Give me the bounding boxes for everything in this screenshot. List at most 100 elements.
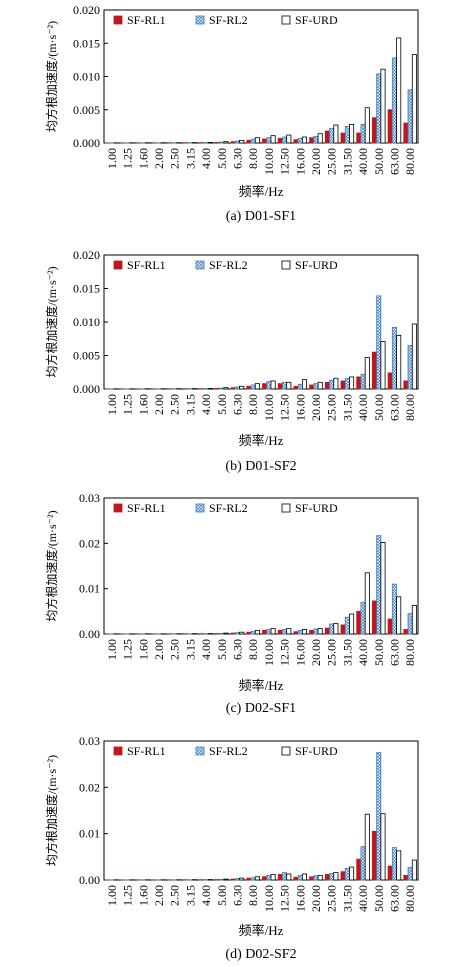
- bar-sf-rl1: [309, 384, 315, 390]
- x-tick-label: 50.00: [372, 885, 386, 912]
- bar-sf-rl2: [376, 752, 382, 881]
- x-tick-label: 50.00: [372, 639, 386, 666]
- bar-sf-rl2: [360, 123, 366, 144]
- x-tick-label: 5.00: [215, 639, 229, 660]
- plot-frame: [103, 9, 419, 144]
- x-axis-label: 频率/Hz: [239, 923, 284, 938]
- x-tick-label: 16.00: [293, 394, 307, 421]
- bar-sf-rl1: [230, 141, 236, 144]
- x-tick-label: 5.00: [215, 148, 229, 169]
- x-tick-label: 50.00: [372, 148, 386, 175]
- bar-sf-rl1: [262, 876, 268, 881]
- x-tick-label: 40.00: [356, 885, 370, 912]
- bar-sf-rl2: [266, 874, 272, 881]
- bar-sf-rl2: [266, 137, 272, 144]
- bar-sf-urd: [270, 628, 276, 635]
- x-tick-label: 1.60: [136, 885, 150, 906]
- bar-sf-rl2: [376, 73, 382, 144]
- bar-sf-rl1: [293, 876, 299, 881]
- bar-sf-rl2: [219, 141, 225, 144]
- x-tick-label: 16.00: [293, 639, 307, 666]
- x-tick-label: 3.15: [183, 639, 197, 660]
- bar-sf-rl1: [246, 139, 252, 144]
- bar-sf-rl1: [309, 876, 315, 881]
- bar-sf-urd: [333, 872, 339, 881]
- bar-sf-urd: [380, 68, 386, 144]
- bar-sf-urd: [349, 376, 355, 390]
- bar-sf-rl1: [403, 122, 409, 144]
- x-tick-label: 80.00: [403, 148, 417, 175]
- bar-sf-rl2: [360, 601, 366, 635]
- x-tick-label: 20.00: [309, 885, 323, 912]
- bar-sf-urd: [396, 37, 402, 144]
- legend-label: SF-RL1: [127, 13, 166, 27]
- bar-sf-rl2: [313, 628, 319, 635]
- x-tick-label: 25.00: [325, 148, 339, 175]
- y-tick-label: 0.005: [73, 103, 100, 117]
- bar-sf-rl2: [282, 381, 288, 390]
- bar-sf-rl2: [344, 616, 350, 635]
- x-tick-label: 1.00: [105, 639, 119, 660]
- x-tick-label: 10.00: [262, 148, 276, 175]
- bar-sf-rl2: [234, 140, 240, 144]
- chart-panel-d: 0.00 0.01 0.02 0.03 均方根加速度/(m·s⁻²) 1.00 1.25 1.…: [0, 730, 474, 967]
- x-tick-label: 12.50: [278, 885, 292, 912]
- bar-sf-rl1: [387, 618, 393, 635]
- x-tick-label: 3.15: [183, 394, 197, 415]
- x-tick-label: 5.00: [215, 885, 229, 906]
- bar-sf-rl2: [234, 878, 240, 881]
- x-tick-label: 1.00: [105, 885, 119, 906]
- bar-sf-urd: [317, 381, 323, 390]
- legend-swatch: [281, 746, 291, 756]
- bar-sf-rl1: [340, 871, 346, 881]
- bar-sf-rl1: [277, 383, 283, 390]
- bar-sf-rl1: [246, 877, 252, 881]
- bar-sf-rl2: [407, 613, 413, 635]
- y-tick-label: 0.010: [73, 70, 100, 84]
- bar-sf-rl1: [214, 141, 221, 144]
- x-tick-label: 2.00: [152, 639, 166, 660]
- bar-sf-rl2: [391, 326, 397, 390]
- x-tick-label: 1.25: [121, 885, 135, 906]
- bar-sf-urd: [223, 878, 229, 881]
- y-axis-label: 均方根加速度/(m·s⁻²): [44, 21, 59, 132]
- bar-sf-urd: [364, 813, 370, 881]
- y-tick-label: 0.00: [79, 627, 100, 641]
- bar-sf-urd: [223, 632, 229, 635]
- bar-sf-rl1: [277, 137, 283, 144]
- bar-sf-rl2: [250, 630, 256, 635]
- bar-sf-rl1: [387, 109, 393, 144]
- x-tick-label: 6.30: [230, 394, 244, 415]
- y-tick-label: 0.000: [73, 382, 100, 396]
- legend-label: SF-URD: [295, 501, 338, 515]
- x-tick-label: 40.00: [356, 639, 370, 666]
- bar-sf-rl1: [230, 878, 236, 881]
- x-tick-label: 40.00: [356, 148, 370, 175]
- x-tick-label: 4.00: [199, 394, 213, 415]
- bar-sf-rl2: [313, 383, 319, 390]
- bar-sf-rl2: [297, 629, 303, 635]
- x-tick-label: 12.50: [278, 639, 292, 666]
- x-tick-label: 8.00: [246, 394, 260, 415]
- chart-panel-a: 0.000 0.005 0.010 0.015 0.020 均方根加速度/(m·s⁻²) 1…: [0, 0, 474, 242]
- bar-sf-rl2: [360, 846, 366, 881]
- bar-sf-rl1: [214, 387, 221, 390]
- bar-sf-rl2: [329, 379, 335, 390]
- legend-swatch: [113, 15, 123, 25]
- bar-sf-rl1: [356, 858, 362, 881]
- x-tick-label: 20.00: [309, 394, 323, 421]
- bar-sf-urd: [239, 877, 245, 881]
- x-tick-label: 16.00: [293, 885, 307, 912]
- bar-sf-urd: [270, 135, 276, 144]
- bar-sf-urd: [317, 628, 323, 635]
- y-tick-label: 0.010: [73, 315, 100, 329]
- bar-sf-rl1: [262, 138, 268, 144]
- bar-sf-urd: [254, 137, 260, 144]
- chart-svg: 0.000 0.005 0.010 0.015 0.020 均方根加速度/(m·s⁻²) 1…: [44, 3, 419, 224]
- x-axis-label: 频率/Hz: [239, 433, 284, 448]
- bar-sf-rl1: [371, 600, 378, 635]
- x-tick-label: 8.00: [246, 148, 260, 169]
- bar-sf-urd: [317, 133, 323, 144]
- bar-sf-rl2: [297, 383, 303, 390]
- bar-sf-rl2: [391, 57, 397, 144]
